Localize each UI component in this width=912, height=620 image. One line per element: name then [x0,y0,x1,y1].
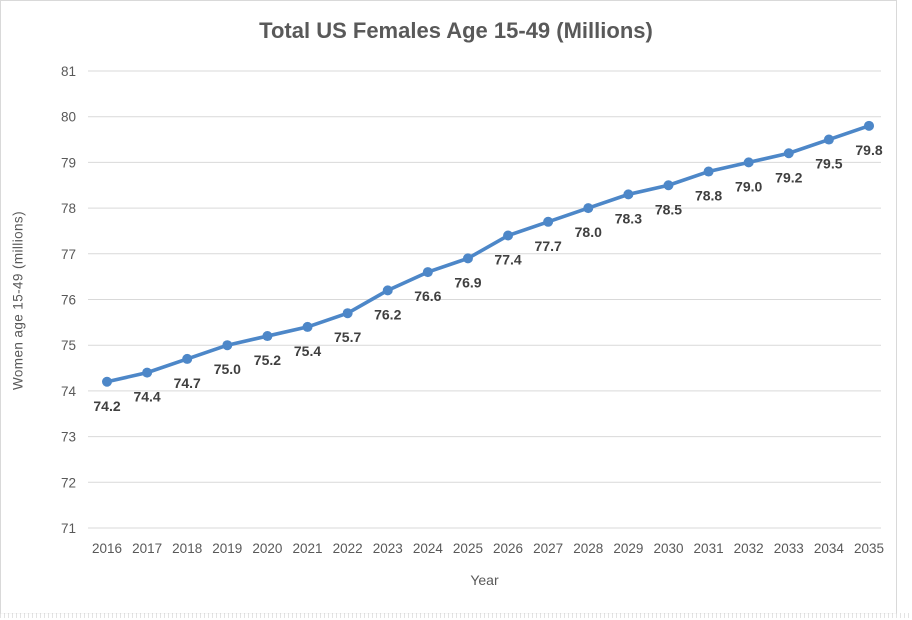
x-tick-label: 2020 [252,541,282,556]
x-axis-title: Year [470,572,499,588]
data-point-label: 79.0 [735,178,762,194]
x-tick-label: 2025 [453,541,483,556]
data-point-label: 78.0 [575,224,602,240]
data-point-label: 74.2 [93,398,120,414]
chart-title: Total US Females Age 15-49 (Millions) [259,18,653,43]
data-point-label: 76.2 [374,306,401,322]
data-point-marker [382,285,393,296]
x-tick-label: 2031 [694,541,724,556]
data-point-label: 74.4 [133,389,160,405]
x-tick-label: 2017 [132,541,162,556]
data-point-label: 75.0 [214,361,241,377]
data-point-marker [543,216,554,227]
x-tick-label: 2030 [653,541,683,556]
data-point-marker [663,180,674,191]
data-point-marker [703,166,714,177]
data-point-marker [864,120,874,131]
y-tick-label: 73 [61,430,76,445]
data-point-marker [142,367,153,378]
data-point-label: 75.2 [254,352,281,368]
data-point-marker [182,353,193,364]
bottom-tick-strip [0,613,912,618]
data-point-marker [102,376,112,387]
data-point-marker [302,321,313,332]
y-tick-label: 79 [61,155,76,170]
data-point-label: 78.8 [695,188,722,204]
data-point-label: 79.8 [855,142,882,158]
x-tick-label: 2033 [774,541,804,556]
data-point-label: 79.2 [775,169,802,185]
x-tick-label: 2023 [373,541,403,556]
series-line [105,124,871,384]
data-point-label: 79.5 [815,156,842,172]
x-tick-label: 2029 [613,541,643,556]
x-tick-label: 2018 [172,541,202,556]
x-tick-label: 2034 [814,541,845,556]
x-tick-label: 2016 [92,541,122,556]
x-tick-label: 2024 [413,541,444,556]
x-tick-label: 2019 [212,541,242,556]
x-tick-label: 2032 [734,541,764,556]
data-point-label: 75.7 [334,329,361,345]
x-tick-label: 2028 [573,541,603,556]
data-point-marker [783,148,794,159]
y-tick-label: 74 [61,384,77,399]
data-point-marker [583,203,594,214]
y-tick-label: 76 [61,293,76,308]
data-point-label: 76.6 [414,288,441,304]
data-point-marker [462,253,473,264]
x-tick-label: 2022 [333,541,363,556]
data-point-label: 77.4 [494,252,521,268]
data-point-label: 74.7 [174,375,201,391]
data-point-marker [262,331,273,342]
data-point-label: 75.4 [294,343,321,359]
y-tick-label: 77 [61,247,76,262]
x-tick-label: 2026 [493,541,523,556]
data-point-label: 78.5 [655,201,682,217]
x-tick-label: 2021 [293,541,323,556]
data-point-marker [743,157,754,168]
chart-frame-border [0,0,897,614]
x-tick-label: 2027 [533,541,563,556]
data-point-label: 78.3 [615,210,642,226]
data-point-label: 77.7 [535,238,562,254]
data-point-marker [823,134,834,145]
y-tick-label: 72 [61,475,76,490]
y-tick-label: 78 [61,201,76,216]
data-point-marker [342,308,353,319]
data-point-marker [503,230,514,241]
y-tick-label: 71 [61,521,76,536]
x-tick-label: 2035 [854,541,884,556]
y-tick-label: 80 [61,110,76,125]
y-tick-label: 75 [61,338,76,353]
y-tick-label: 81 [61,64,76,79]
data-point-marker [623,189,634,200]
data-point-marker [422,267,433,278]
data-point-label: 76.9 [454,274,481,290]
data-point-marker [222,340,233,351]
